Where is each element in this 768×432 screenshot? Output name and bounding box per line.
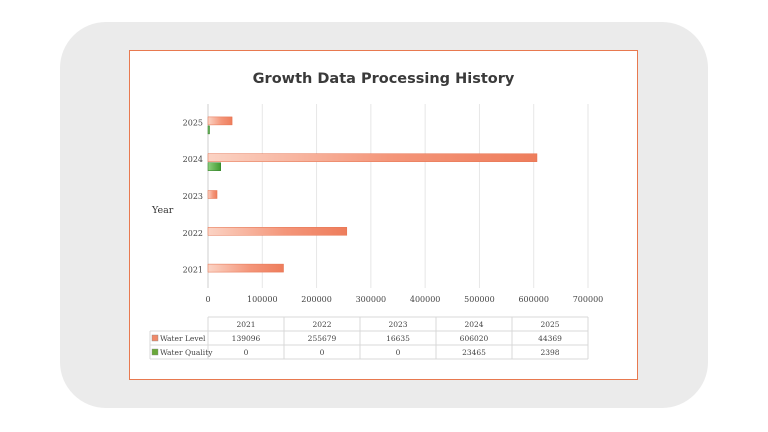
table-value-cell: 606020: [460, 334, 489, 343]
legend-label: Water Level: [160, 334, 206, 343]
table-value-cell: 255679: [308, 334, 337, 343]
y-tick-label: 2021: [183, 266, 203, 275]
y-tick-label: 2024: [183, 155, 203, 164]
chart-title: Growth Data Processing History: [252, 71, 515, 87]
table-value-cell: 16635: [386, 334, 410, 343]
x-tick-label: 100000: [247, 295, 278, 304]
table-value-cell: 0: [320, 348, 325, 357]
x-tick-label: 500000: [464, 295, 495, 304]
table-header-cell: 2022: [312, 320, 331, 329]
x-tick-label: 0: [205, 295, 210, 304]
table-value-cell: 0: [244, 348, 249, 357]
x-tick-label: 200000: [301, 295, 332, 304]
table-header-cell: 2021: [236, 320, 255, 329]
legend-key: [151, 348, 159, 356]
table-value-cell: 0: [396, 348, 401, 357]
y-tick-label: 2025: [183, 118, 203, 127]
x-tick-label: 700000: [573, 295, 604, 304]
table-header-cell: 2023: [388, 320, 407, 329]
bar-water-level: [207, 190, 218, 199]
table-value-cell: 23465: [462, 348, 486, 357]
bar-water-level: [207, 227, 348, 236]
bar-water-level: [207, 263, 284, 273]
bar-water-level: [207, 153, 538, 162]
table-value-cell: 2398: [540, 348, 559, 357]
x-tick-label: 600000: [518, 295, 549, 304]
table-header-cell: 2025: [540, 320, 559, 329]
table-header-cell: 2024: [464, 320, 483, 329]
table-value-cell: 139096: [232, 334, 261, 343]
x-tick-label: 400000: [410, 295, 441, 304]
x-tick-label: 300000: [356, 295, 387, 304]
bar-water-quality: [207, 125, 210, 135]
table-value-cell: 44369: [538, 334, 562, 343]
y-tick-label: 2023: [183, 192, 203, 201]
y-axis-title: Year: [151, 205, 174, 216]
y-tick-label: 2022: [183, 229, 203, 238]
legend-key: [151, 334, 159, 342]
bar-water-level: [207, 116, 233, 126]
chart-card: Growth Data Processing History: [129, 50, 638, 380]
bar-water-quality: [207, 162, 221, 171]
legend-label: Water Quality: [160, 348, 213, 357]
